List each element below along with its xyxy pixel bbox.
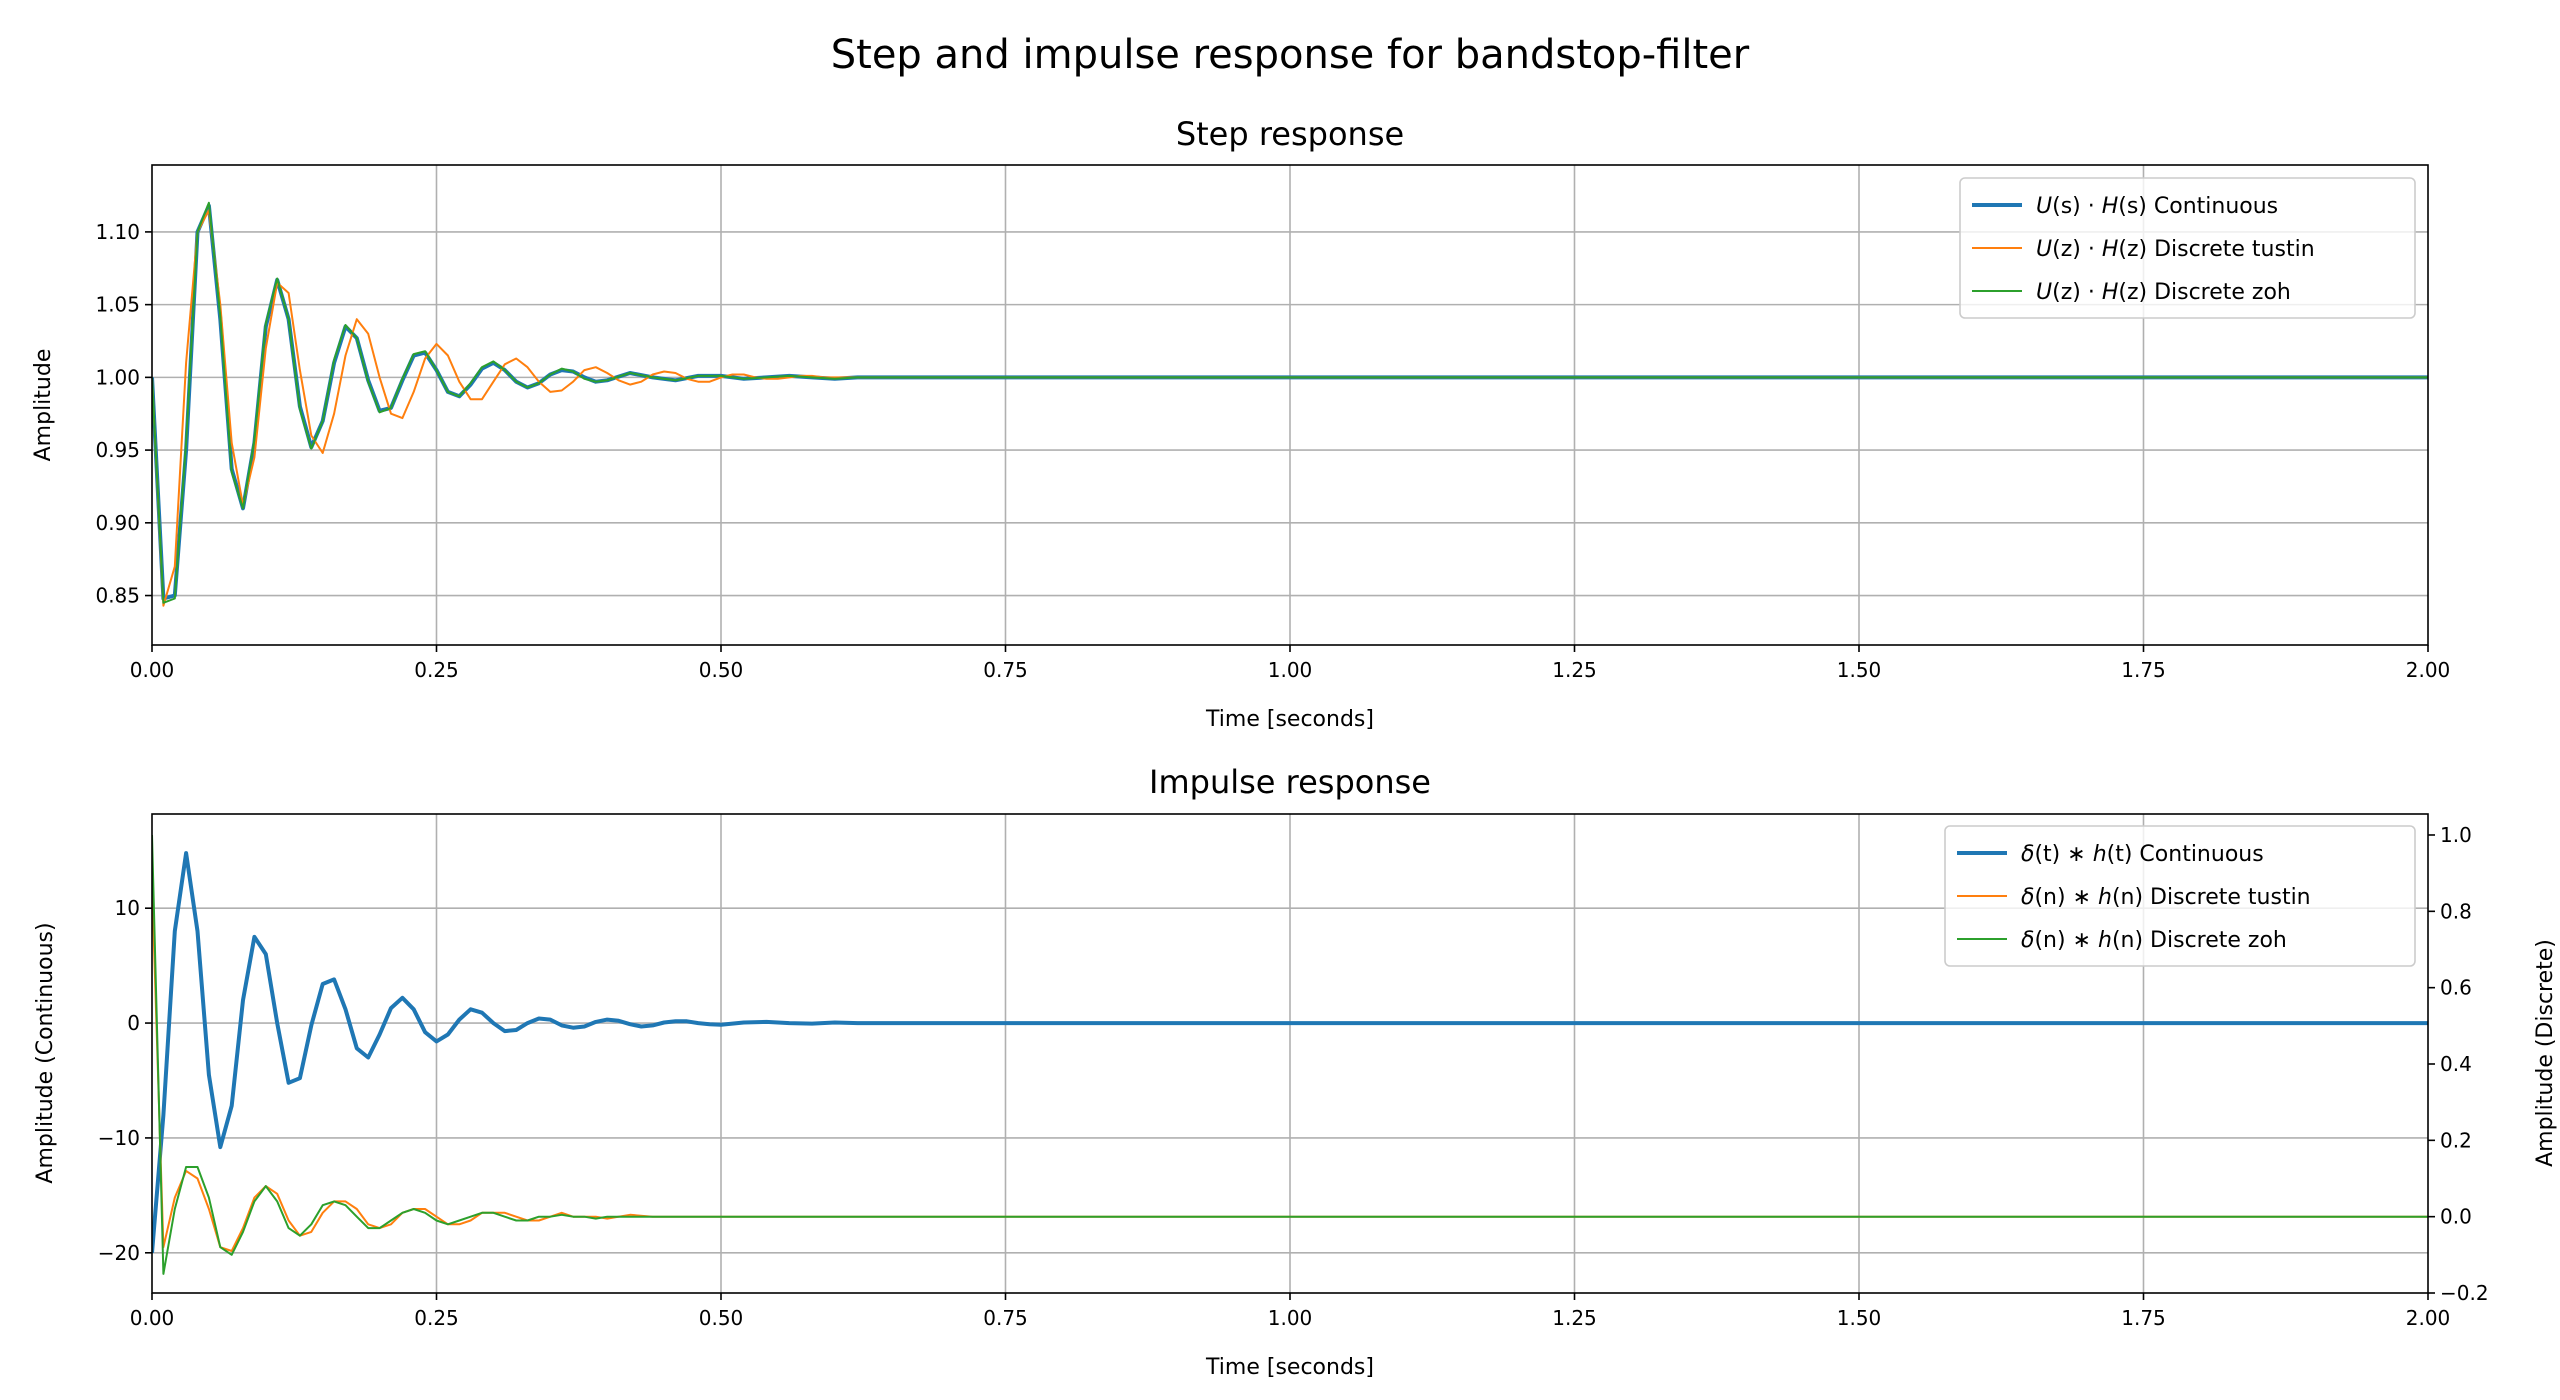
step-x-tick-label: 1.50 — [1837, 658, 1882, 682]
step-x-tick-label: 0.25 — [414, 658, 459, 682]
step-x-tick-label: 1.75 — [2121, 658, 2166, 682]
impulse-x-tick-label: 0.25 — [414, 1306, 459, 1330]
impulse-response-xlabel: Time [seconds] — [1205, 1355, 1374, 1380]
step-legend-frame — [1959, 177, 2416, 319]
step-response-xlabel: Time [seconds] — [1205, 707, 1374, 732]
impulse-x-tick-label: 0.00 — [130, 1306, 175, 1330]
impulse-y-right-tick-label: 0.6 — [2440, 976, 2472, 1000]
impulse-y-right-tick-label: 0.0 — [2440, 1205, 2472, 1229]
step-response-title: Step response — [1176, 115, 1404, 153]
impulse-y-tick-label: −20 — [98, 1241, 140, 1265]
impulse-x-tick-label: 0.50 — [699, 1306, 744, 1330]
step-x-tick-label: 0.00 — [130, 658, 175, 682]
step-series-2-line — [152, 201, 2428, 604]
impulse-legend-label: δ(n) ∗ h(n) Discrete tustin — [2021, 885, 2311, 910]
impulse-y-right-tick-label: 0.2 — [2440, 1128, 2472, 1152]
impulse-x-tick-label: 0.75 — [983, 1306, 1028, 1330]
impulse-y-right-tick-label: 1.0 — [2440, 823, 2472, 847]
step-x-tick-label: 2.00 — [2406, 658, 2451, 682]
impulse-legend-frame — [1944, 825, 2416, 967]
step-legend-label: U(z) · H(z) Discrete tustin — [2036, 237, 2315, 262]
impulse-y-right-tick-label: 0.4 — [2440, 1052, 2472, 1076]
impulse-y-tick-label: 10 — [115, 896, 140, 920]
step-response-panel: Step response 0.00 0.25 0.50 0.75 1.00 1.25 1.… — [31, 115, 2450, 732]
step-response-ylabel: Amplitude — [31, 349, 56, 462]
step-legend-label: U(z) · H(z) Discrete zoh — [2036, 280, 2291, 305]
impulse-y-right-tick-label: −0.2 — [2440, 1281, 2489, 1305]
impulse-legend-label: δ(t) ∗ h(t) Continuous — [2021, 842, 2264, 867]
step-y-tick-label: 1.00 — [95, 365, 140, 389]
step-series-1-line — [152, 209, 2428, 607]
impulse-x-tick-label: 1.25 — [1552, 1306, 1597, 1330]
impulse-series-2-line — [152, 834, 2428, 1275]
step-y-tick-label: 1.10 — [95, 220, 140, 244]
impulse-response-ylabel-right: Amplitude (Discrete) — [2533, 939, 2558, 1167]
step-x-tick-label: 1.25 — [1552, 658, 1597, 682]
impulse-series-0-line — [152, 851, 2428, 1253]
step-y-tick-label: 1.05 — [95, 293, 140, 317]
impulse-x-tick-label: 1.50 — [1837, 1306, 1882, 1330]
step-y-tick-label: 0.90 — [95, 511, 140, 535]
impulse-legend-label: δ(n) ∗ h(n) Discrete zoh — [2021, 928, 2287, 953]
impulse-response-title: Impulse response — [1149, 763, 1431, 801]
step-y-tick-label: 0.85 — [95, 584, 140, 608]
impulse-y-right-tick-label: 0.8 — [2440, 899, 2472, 923]
step-response-legend: U(s) · H(s) Continuous U(z) · H(z) Discre… — [1959, 177, 2416, 319]
impulse-y-tick-label: 0 — [127, 1011, 140, 1035]
impulse-x-tick-label: 1.75 — [2121, 1306, 2166, 1330]
impulse-x-tick-label: 1.00 — [1268, 1306, 1313, 1330]
figure-title: Step and impulse response for bandstop-f… — [831, 32, 1750, 78]
impulse-x-tick-label: 2.00 — [2406, 1306, 2451, 1330]
step-x-tick-label: 0.75 — [983, 658, 1028, 682]
step-x-tick-label: 0.50 — [699, 658, 744, 682]
impulse-y-tick-label: −10 — [98, 1126, 140, 1150]
step-x-tick-label: 1.00 — [1268, 658, 1313, 682]
impulse-response-panel: Impulse response 0.00 0.25 0.50 0.75 1.00 1.2… — [33, 763, 2558, 1380]
impulse-response-legend: δ(t) ∗ h(t) Continuous δ(n) ∗ h(n) Discre… — [1944, 825, 2416, 967]
impulse-response-ylabel-left: Amplitude (Continuous) — [33, 922, 58, 1183]
step-y-tick-label: 0.95 — [95, 438, 140, 462]
step-legend-label: U(s) · H(s) Continuous — [2036, 194, 2278, 219]
